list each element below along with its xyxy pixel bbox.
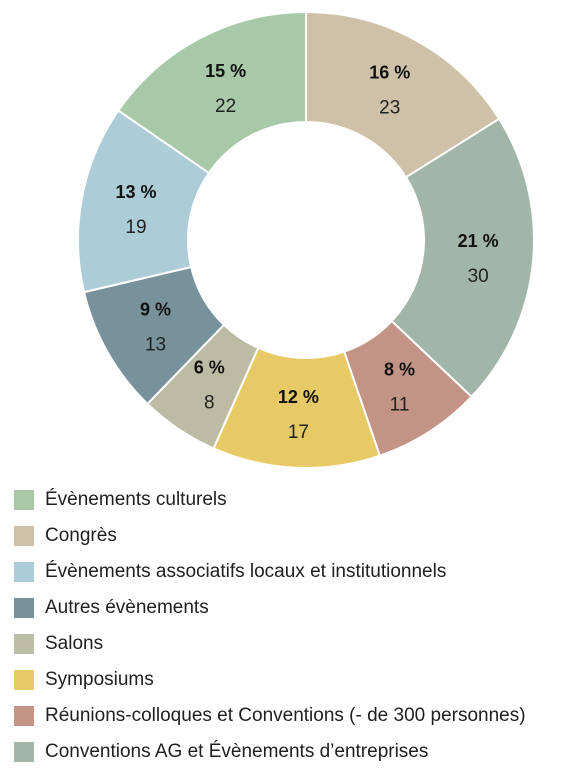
donut-slice [305,10,501,179]
legend-label: Salons [45,633,104,654]
legend-swatch [14,598,34,618]
slice-value-label: 8 [204,392,215,413]
legend-label: Réunions-colloques et Conventions (- de … [45,705,526,726]
chart-legend: Évènements culturels Congrès Évènements as… [14,482,526,770]
donut-slice [390,117,535,399]
legend-swatch [14,526,34,546]
legend-label: Symposiums [45,669,154,690]
slice-percent-label: 6 % [194,357,225,377]
legend-label: Congrès [45,525,117,546]
slice-value-label: 13 [145,334,166,355]
legend-item: Évènements associatifs locaux et institu… [14,554,526,590]
legend-item: Salons [14,626,526,662]
legend-swatch [14,634,34,654]
legend-label: Autres évènements [45,597,209,618]
slice-percent-label: 21 % [458,231,499,251]
slice-percent-label: 8 % [384,360,415,380]
slice-value-label: 22 [215,96,236,117]
donut-chart: 16 % 23 21 % 30 8 % 11 12 % 17 6 % 8 9 % 13 13 % 19 15… [77,10,535,469]
slice-value-label: 17 [288,422,309,443]
donut-slice [116,10,307,175]
legend-swatch [14,670,34,690]
slice-percent-label: 16 % [369,63,410,83]
slice-percent-label: 9 % [140,299,171,319]
slice-value-label: 11 [390,395,410,416]
legend-label: Évènements associatifs locaux et institu… [45,561,447,582]
slice-percent-label: 15 % [205,61,246,81]
legend-item: Évènements culturels [14,482,526,518]
legend-swatch [14,706,34,726]
donut-slice [77,109,211,294]
legend-label: Conventions AG et Évènements d’entrepris… [45,741,429,762]
slice-value-label: 23 [379,98,400,119]
legend-label: Évènements culturels [45,489,227,510]
legend-item: Conventions AG et Évènements d’entrepris… [14,734,526,770]
legend-item: Congrès [14,518,526,554]
legend-swatch [14,742,34,762]
legend-item: Réunions-colloques et Conventions (- de … [14,698,526,734]
slice-percent-label: 13 % [115,182,156,202]
slice-value-label: 30 [468,266,489,287]
legend-swatch [14,490,34,510]
legend-swatch [14,562,34,582]
legend-item: Autres évènements [14,590,526,626]
legend-item: Symposiums [14,662,526,698]
slice-value-label: 19 [125,217,146,238]
slice-percent-label: 12 % [278,387,319,407]
